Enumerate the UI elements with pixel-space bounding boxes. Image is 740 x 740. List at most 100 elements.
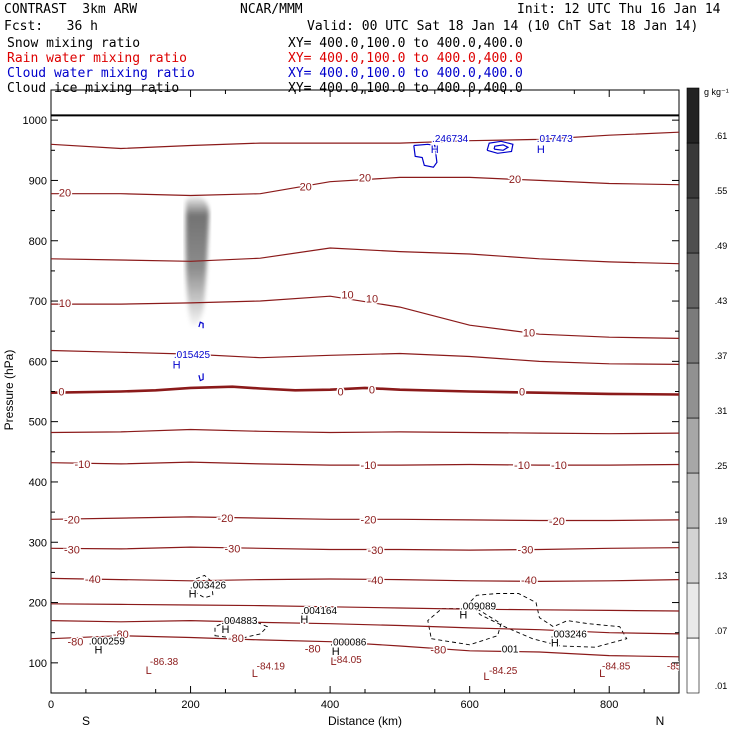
extremum-label: .003426 xyxy=(190,580,227,591)
isotherm-label: -80 xyxy=(113,629,129,641)
y-tick-label: 200 xyxy=(29,598,47,610)
init-time: Init: 12 UTC Thu 16 Jan 14 xyxy=(517,2,721,17)
legend-xy-cloud-water: XY= 400.0,100.0 to 400.0,400.0 xyxy=(288,66,523,81)
colorbar-box xyxy=(686,142,700,199)
cloud-water-contour xyxy=(486,140,514,154)
cloud-ice-contour xyxy=(427,608,502,646)
extremum-label: .000259 xyxy=(89,637,126,648)
colorbar-box xyxy=(686,307,700,364)
extremum-label: .003246 xyxy=(551,629,588,640)
x-tick-label: 0 xyxy=(48,699,54,711)
x-tick-label: 600 xyxy=(460,699,478,711)
extremum-label: .015425 xyxy=(174,350,211,361)
isotherm-label: -10 xyxy=(74,459,90,471)
isotherm-line xyxy=(51,619,679,635)
colorbar-box xyxy=(686,472,700,529)
x-tick-label: 400 xyxy=(321,699,339,711)
isotherm-label: -80 xyxy=(305,643,321,655)
y-tick-label: 1000 xyxy=(23,115,47,127)
isotherm-label: 20 xyxy=(359,172,371,184)
cloud-ice-contour xyxy=(214,620,269,640)
isotherm-line xyxy=(51,577,679,583)
isotherm-label: -10 xyxy=(361,460,377,472)
extremum-label: -85 xyxy=(667,661,682,672)
isotherm-line xyxy=(51,385,679,396)
isotherm-label: -20 xyxy=(217,513,233,525)
isotherm-label: -10 xyxy=(551,460,567,472)
isotherm-label: -20 xyxy=(361,514,377,526)
colorbar-label: .55 xyxy=(715,186,728,196)
extremum-label: H xyxy=(221,624,229,636)
colorbar-label: .01 xyxy=(715,681,728,691)
colorbar-label: .13 xyxy=(715,571,728,581)
extremum-label: L xyxy=(252,668,258,680)
isotherm-label: 20 xyxy=(59,188,71,200)
colorbar-label: .61 xyxy=(715,131,728,141)
colorbar-unit: g kg⁻¹ xyxy=(704,87,729,97)
colorbar-box xyxy=(686,87,700,144)
y-tick-label: 800 xyxy=(29,236,47,248)
isotherm-line xyxy=(51,461,679,466)
legend-label-cloud-ice: Cloud ice mixing ratio xyxy=(7,81,180,96)
isotherm-label: -40 xyxy=(368,575,384,587)
isotherm-line xyxy=(51,295,679,339)
legend-xy-rain: XY= 400.0,100.0 to 400.0,400.0 xyxy=(288,51,523,66)
isotherm-label: -40 xyxy=(521,575,537,587)
model-title: CONTRAST 3km ARW xyxy=(4,2,138,17)
extremum-label: H xyxy=(459,610,467,622)
extremum-label: .004883 xyxy=(221,616,258,627)
isotherm-line xyxy=(51,635,679,658)
extremum-label: .009089 xyxy=(460,602,497,613)
isotherm-line xyxy=(51,176,679,197)
cloud-water-contours xyxy=(198,140,514,382)
x-axis-left-end-label: S xyxy=(82,714,90,728)
y-tick-label: 900 xyxy=(29,175,47,187)
legend-xy-cloud-ice: XY= 400.0,100.0 to 400.0,400.0 xyxy=(288,81,523,96)
extremum-label: .000086 xyxy=(330,638,367,649)
extremum-label: H xyxy=(431,144,439,156)
isotherm-line xyxy=(51,428,679,435)
cloud-water-contour xyxy=(198,373,204,382)
extrema-labels: L-86.38L-84.19 L-84.05L -84.25 L-84.85 -85H.… xyxy=(87,133,682,684)
cloud-water-contour xyxy=(493,144,510,151)
cloud-water-contour xyxy=(413,143,438,168)
y-tick-label: 700 xyxy=(29,296,47,308)
isotherm-label: 10 xyxy=(523,327,535,339)
extremum-label: H xyxy=(300,614,308,626)
colorbar-label: .25 xyxy=(715,461,728,471)
x-axis-right-end-label: N xyxy=(656,714,665,728)
colorbar-label: .31 xyxy=(715,406,728,416)
x-axis-label: Distance (km) xyxy=(328,714,402,728)
plot-area: -80 -80 -80 -80 -80 -40 -40 -40 -30 -30 -30 -30 -20 -… xyxy=(51,114,682,684)
center-title: NCAR/MMM xyxy=(240,2,303,17)
isotherm-line xyxy=(51,603,679,612)
extremum-label: .017473 xyxy=(537,134,574,145)
colorbar-box xyxy=(686,197,700,254)
extremum-label: 001 xyxy=(502,644,519,655)
isotherm-label: -20 xyxy=(64,514,80,526)
extremum-label: L xyxy=(483,671,489,683)
isotherm-line xyxy=(51,349,679,365)
forecast-hour: Fcst: 36 h xyxy=(4,19,98,34)
colorbar-label: .43 xyxy=(715,296,728,306)
isotherm-line xyxy=(51,546,679,551)
extremum-label: H xyxy=(332,646,340,658)
colorbar-labels: .01 .07 .13 .19 .25 .31 .37 .43 .49 .55 .61 xyxy=(715,131,728,691)
extremum-label: -84.25 xyxy=(489,666,518,677)
extremum-label: L xyxy=(331,656,337,668)
isotherm-label: -80 xyxy=(228,633,244,645)
isotherm-label: 0 xyxy=(369,385,375,397)
colorbar-box xyxy=(686,252,700,309)
x-tick-label: 200 xyxy=(181,699,199,711)
colorbar-box xyxy=(686,362,700,419)
colorbar-box xyxy=(686,417,700,474)
colorbar-label: .07 xyxy=(715,626,728,636)
isotherm-label: 10 xyxy=(366,294,378,306)
isotherm-label: 0 xyxy=(519,387,525,399)
cloud-ice-contour xyxy=(469,593,628,648)
isotherm-label: 20 xyxy=(509,174,521,186)
legend-label-rain: Rain water mixing ratio xyxy=(7,51,188,66)
extremum-label: H xyxy=(551,637,559,649)
